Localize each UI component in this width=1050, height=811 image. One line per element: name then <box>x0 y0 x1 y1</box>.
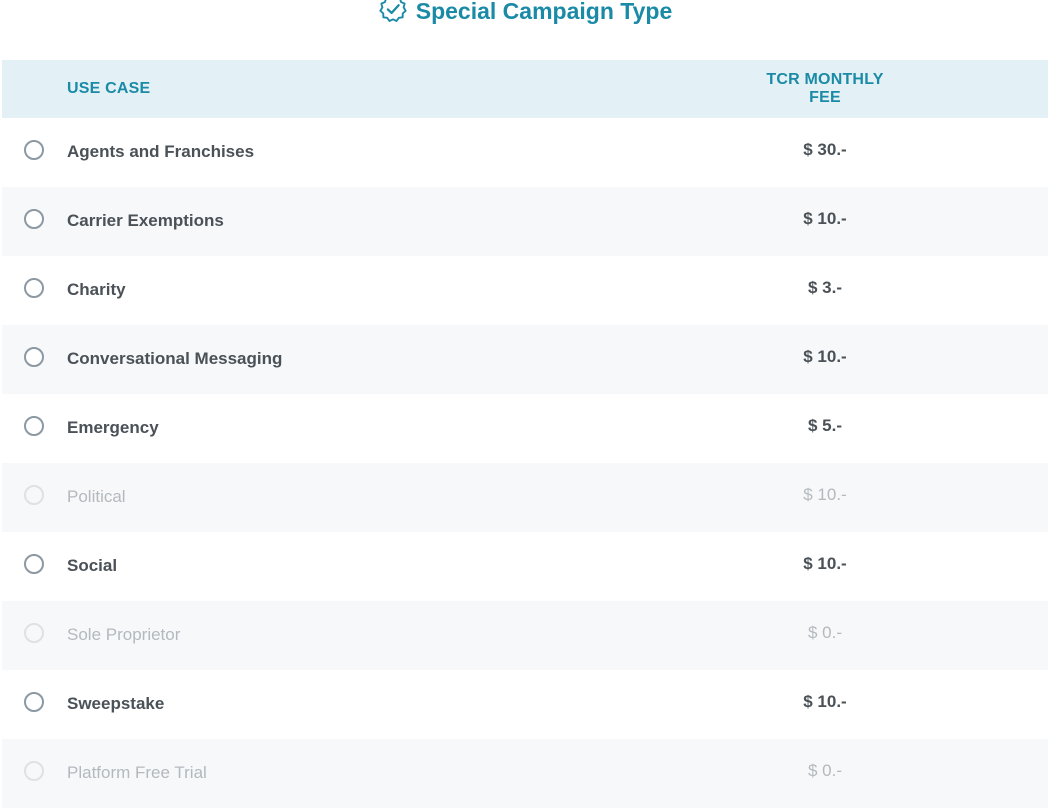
table-row: Platform Free Trial $ 0.- <box>2 739 1048 808</box>
badge-check-icon <box>379 0 407 22</box>
monthly-fee: $ 3.- <box>807 278 843 297</box>
radio-button[interactable] <box>24 554 44 574</box>
radio-button[interactable] <box>24 209 44 229</box>
table-row[interactable]: Sweepstake $ 10.- <box>2 670 1048 739</box>
use-case-label: Sweepstake <box>67 694 165 713</box>
page-title: Special Campaign Type <box>415 0 673 24</box>
use-case-label: Political <box>67 487 126 506</box>
column-header-tcr-monthly-fee: TCR MONTHLY FEE <box>766 71 884 106</box>
page-header: Special Campaign Type <box>0 0 1050 60</box>
radio-button <box>24 761 44 781</box>
table-row[interactable]: Social $ 10.- <box>2 532 1048 601</box>
table-row[interactable]: Carrier Exemptions $ 10.- <box>2 187 1048 256</box>
monthly-fee: $ 10.- <box>803 554 847 573</box>
monthly-fee: $ 30.- <box>803 140 847 159</box>
column-header-use-case: USE CASE <box>67 80 151 97</box>
radio-button <box>24 485 44 505</box>
table-row: Political $ 10.- <box>2 463 1048 532</box>
campaign-type-table: USE CASE TCR MONTHLY FEE Agents and Fran… <box>2 60 1048 808</box>
use-case-label: Sole Proprietor <box>67 625 181 644</box>
table-row[interactable]: Charity $ 3.- <box>2 256 1048 325</box>
monthly-fee: $ 0.- <box>807 623 843 642</box>
monthly-fee: $ 10.- <box>803 485 847 504</box>
use-case-label: Emergency <box>67 418 159 437</box>
radio-button[interactable] <box>24 140 44 160</box>
radio-button[interactable] <box>24 416 44 436</box>
use-case-label: Platform Free Trial <box>67 763 207 782</box>
use-case-label: Carrier Exemptions <box>67 211 224 230</box>
monthly-fee: $ 5.- <box>807 416 843 435</box>
radio-button[interactable] <box>24 278 44 298</box>
use-case-label: Charity <box>67 280 126 299</box>
monthly-fee: $ 10.- <box>803 209 847 228</box>
use-case-label: Conversational Messaging <box>67 349 283 368</box>
table-body: Agents and Franchises $ 30.- Carrier Exemp… <box>2 118 1048 808</box>
monthly-fee: $ 10.- <box>803 692 847 711</box>
radio-button <box>24 623 44 643</box>
table-header: USE CASE TCR MONTHLY FEE <box>2 60 1048 118</box>
use-case-label: Agents and Franchises <box>67 142 255 161</box>
table-row: Sole Proprietor $ 0.- <box>2 601 1048 670</box>
monthly-fee: $ 10.- <box>803 347 847 366</box>
use-case-label: Social <box>67 556 118 575</box>
table-row[interactable]: Emergency $ 5.- <box>2 394 1048 463</box>
radio-button[interactable] <box>24 347 44 367</box>
table-row[interactable]: Conversational Messaging $ 10.- <box>2 325 1048 394</box>
table-row[interactable]: Agents and Franchises $ 30.- <box>2 118 1048 187</box>
monthly-fee: $ 0.- <box>807 761 843 780</box>
radio-button[interactable] <box>24 692 44 712</box>
